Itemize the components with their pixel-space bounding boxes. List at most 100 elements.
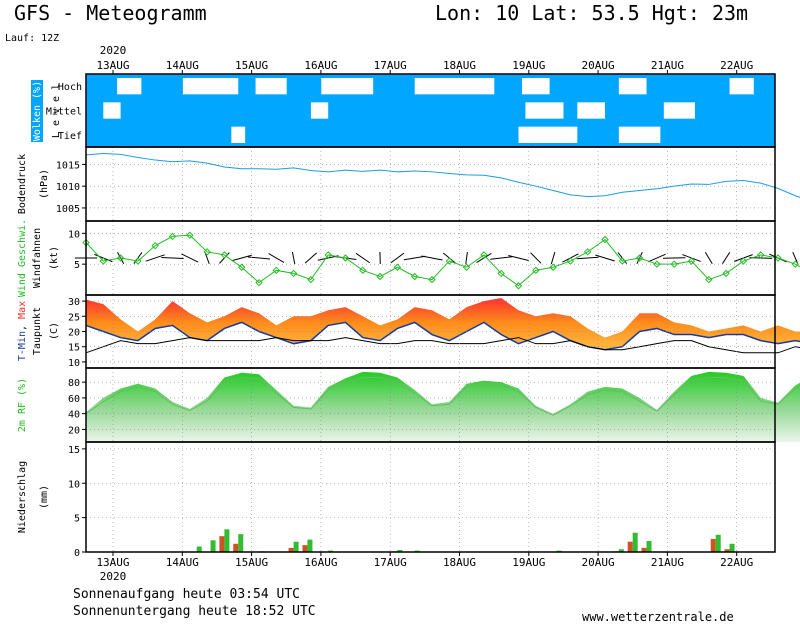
wind-barb: [231, 254, 252, 262]
date-label-top: 13AUG: [96, 59, 129, 72]
date-label-top: 17AUG: [374, 59, 407, 72]
wind-barb: [304, 252, 318, 264]
dewpoint-line: [85, 337, 800, 354]
y-tick-label-pressure: 1010: [56, 182, 80, 193]
wind-speed-point: [462, 263, 471, 271]
wind-barb: [355, 252, 370, 264]
year-label-top: 2020: [100, 44, 127, 57]
wind-speed-point: [791, 260, 800, 268]
rh-axis-label: 2m RF (%): [17, 378, 28, 432]
y-tick-label-pressure: 1015: [56, 160, 80, 171]
date-label-top: 19AUG: [512, 59, 545, 72]
wind-speed-point: [237, 263, 246, 271]
temp-axis-label: T-Min, Max: [17, 301, 28, 361]
precip-bar-convective: [729, 543, 735, 552]
cloud-cell: [231, 126, 246, 143]
location-info: Lon: 10 Lat: 53.5 Hgt: 23m: [435, 1, 749, 25]
wind-speed-point: [583, 248, 592, 256]
wind-speed-point: [220, 251, 229, 259]
wind-speed-point: [359, 266, 367, 275]
chart-title: GFS - Meteogramm: [14, 1, 207, 25]
precip-bar-convective: [632, 532, 638, 552]
y-tick-label-temp: 25: [68, 312, 80, 323]
wind-speed-point: [99, 257, 108, 265]
wind-barb: [421, 255, 443, 261]
svg-text:(C): (C): [49, 322, 60, 340]
precip-bar-large-scale: [627, 541, 633, 552]
wind-barb: [595, 254, 615, 262]
svg-text:(hPa): (hPa): [39, 169, 50, 199]
y-tick-label-wind: 5: [74, 260, 80, 271]
date-label-bottom: 17AUG: [374, 556, 407, 569]
y-tick-label-temp: 30: [68, 297, 80, 308]
sunrise-text: Sonnenaufgang heute 03:54 UTC: [73, 587, 300, 602]
wind-barb: [181, 253, 199, 263]
cloud-cell: [103, 102, 121, 119]
temp-unit-label: (C): [49, 322, 60, 340]
date-label-bottom: 21AUG: [651, 556, 684, 569]
pressure-unit-label: (hPa): [39, 169, 50, 199]
run-label: Lauf: 12Z: [5, 33, 60, 44]
wind-barb: [403, 255, 426, 261]
wind-speed-point: [532, 266, 540, 275]
wind-speed-point: [497, 269, 505, 278]
precip-bar-large-scale: [724, 549, 730, 552]
cloud-cell: [781, 78, 800, 95]
wind-barb: [576, 256, 599, 260]
svg-text:L e v e l: L e v e l: [51, 84, 62, 138]
wind-barb: [792, 251, 799, 265]
wind-speed-point: [289, 269, 298, 278]
date-label-top: 15AUG: [235, 59, 268, 72]
cloud-cell: [321, 78, 374, 95]
wind-barb: [508, 254, 529, 262]
pressure-line: [85, 153, 800, 198]
precip-bar-convective: [238, 534, 244, 552]
cloud-cell: [618, 78, 647, 95]
date-label-top: 20AUG: [582, 59, 615, 72]
wind-speed-point: [307, 275, 315, 284]
y-tick-label-pressure: 1005: [56, 204, 80, 215]
date-label-bottom: 22AUG: [720, 556, 753, 569]
wind-barb: [490, 256, 513, 260]
wind-barb: [145, 254, 165, 262]
svg-text:Wolken (%): Wolken (%): [32, 81, 43, 141]
wind-speed-line: [85, 234, 800, 287]
humidity-area: [86, 371, 800, 442]
wind-speed-point: [514, 282, 523, 290]
cloud-cell: [255, 78, 287, 95]
clouds-level-label: L e v e l: [51, 84, 62, 138]
website-link[interactable]: www.wetterzentrale.de: [582, 610, 734, 624]
svg-text:(mm): (mm): [39, 485, 50, 509]
wind-speed-point: [376, 272, 384, 281]
wind-barb: [161, 256, 184, 260]
wind-speed-point: [168, 232, 177, 241]
wind-barb: [291, 251, 296, 265]
panel-frame-pressure: [85, 146, 776, 222]
wind-speed-point: [480, 251, 488, 259]
date-label-bottom: 13AUG: [96, 556, 129, 569]
date-label-top: 21AUG: [651, 59, 684, 72]
cloud-cell: [521, 78, 550, 95]
precip-bar-convective: [715, 534, 721, 552]
cloud-cell: [518, 126, 578, 143]
wind-speed-point: [756, 251, 765, 259]
y-tick-label-precip: 0: [74, 548, 80, 559]
dewpoint-axis-label: Taupunkt: [32, 307, 43, 355]
wind-barb: [465, 251, 468, 265]
cloud-level-label: Mittel: [46, 107, 82, 118]
date-label-bottom: 19AUG: [512, 556, 545, 569]
wind-barb: [550, 251, 556, 265]
wind-barb: [530, 252, 542, 264]
precip-bar-convective: [196, 546, 202, 552]
cloud-level-label: Hoch: [58, 82, 82, 93]
date-label-bottom: 20AUG: [582, 556, 615, 569]
wind-speed-point: [186, 231, 194, 239]
cloud-cell: [182, 78, 239, 95]
svg-text:Bodendruck: Bodendruck: [17, 154, 28, 214]
wind-barb: [268, 253, 285, 263]
cloud-cell: [618, 126, 661, 143]
cloud-cell: [577, 102, 605, 119]
panel-frame-precip: [85, 441, 776, 553]
wind-barb: [704, 252, 713, 264]
wind-speed-point: [151, 241, 159, 250]
